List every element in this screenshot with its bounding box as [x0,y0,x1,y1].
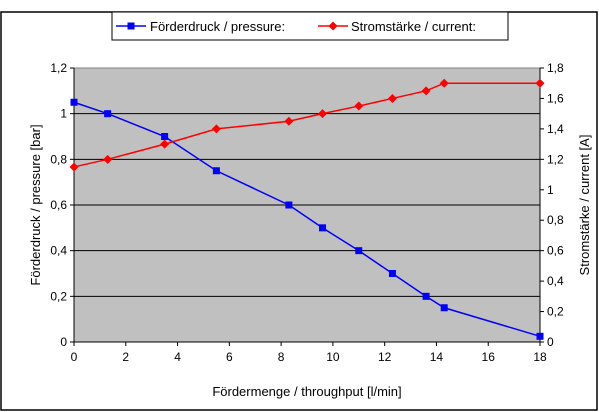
y2-tick-label: 1,2 [547,152,564,166]
x-tick-label: 8 [278,350,285,364]
series-current-point [284,116,294,126]
legend: Förderdruck / pressure: Stromstärke / cu… [111,11,509,41]
series-current-point [439,78,449,88]
series-current-point [421,86,431,96]
y2-tick-label: 0,2 [547,305,564,319]
series-layer [69,78,545,340]
y-axis-title: Förderdruck / pressure [bar] [28,124,43,285]
series-pressure-point [355,247,363,255]
y-axis-ticks: 0 0,2 0,4 0,6 0,8 1 1,2 [50,61,75,349]
y-tick-label: 0 [60,335,67,349]
x-tick-label: 0 [71,350,78,364]
x-tick-label: 16 [482,350,496,364]
x-tick-label: 10 [326,350,340,364]
x-tick-label: 14 [430,350,444,364]
y-tick-label: 0,2 [50,289,67,303]
series-current-point [535,78,545,88]
y2-axis-ticks: 0 0,2 0,4 0,6 0,8 1 1,2 1,4 1,6 1,8 [539,61,564,349]
series-pressure-point [319,224,327,232]
series-pressure-point [422,292,430,300]
series-pressure-point [440,304,448,312]
y2-tick-label: 0 [547,335,554,349]
series-current-point [387,93,397,103]
x-axis-ticks: 0 2 4 6 8 10 12 14 16 18 [71,341,547,364]
series-pressure-point [161,133,169,140]
series-current-point [211,124,221,134]
y2-tick-label: 0,6 [547,244,564,258]
y-tick-label: 0,8 [50,152,67,166]
y2-tick-label: 1 [547,183,554,197]
legend-pressure-marker [127,22,135,30]
series-current-point [354,101,364,111]
legend-pressure-label: Förderdruck / pressure: [150,19,285,34]
y2-tick-label: 0,4 [547,274,564,288]
x-tick-label: 2 [122,350,129,364]
x-tick-label: 18 [533,350,547,364]
legend-current-label: Stromstärke / current: [351,19,476,34]
legend-current-marker [328,21,338,31]
series-pressure-point [536,332,544,340]
y2-tick-label: 1,6 [547,91,564,105]
y-tick-label: 1 [60,107,67,121]
series-pressure-point [70,98,78,106]
y-tick-label: 0,4 [50,244,67,258]
series-current-point [69,162,79,172]
x-tick-label: 4 [174,350,181,364]
series-pressure-point [388,270,396,277]
x-tick-label: 6 [226,350,233,364]
series-pressure-point [285,201,293,209]
y2-axis-title: Stromstärke / current [A] [577,135,592,276]
y2-tick-label: 1,4 [547,122,564,136]
series-current-point [160,139,170,149]
series-current-point [103,154,113,164]
series-current-point [318,109,328,119]
y2-tick-label: 0,8 [547,213,564,227]
gridlines [74,113,540,297]
x-tick-label: 12 [378,350,392,364]
y-tick-label: 0,6 [50,198,67,212]
x-axis-title: Fördermenge / throughput [l/min] [212,384,401,399]
y-tick-label: 1,2 [50,61,67,75]
series-pressure-point [104,110,112,118]
y2-tick-label: 1,8 [547,61,564,75]
series-pressure-point [212,167,220,175]
legend-box [111,11,509,41]
